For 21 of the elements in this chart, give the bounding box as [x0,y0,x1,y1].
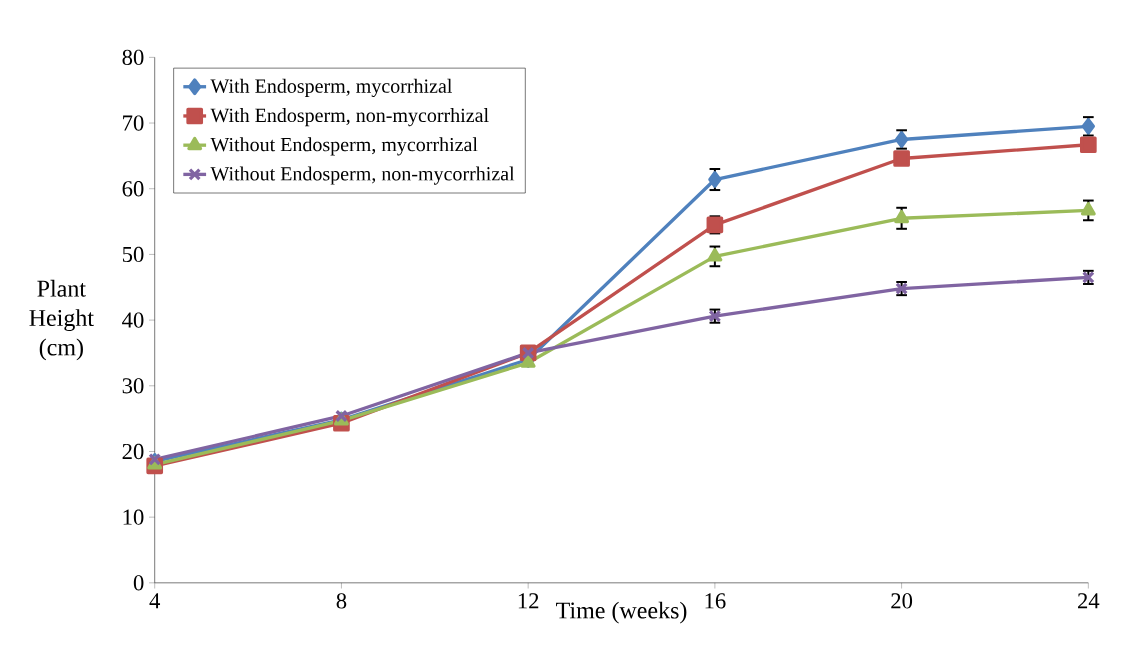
y-tick-label: 80 [122,49,144,66]
y-tick-label: 60 [122,181,144,197]
x-tick-label: 20 [891,593,913,609]
legend-label: Without Endosperm, mycorrhizal [210,137,478,156]
x-tick-label: 8 [336,593,347,609]
y-tick-label: 70 [123,115,144,131]
legend-label: With Endosperm, mycorrhizal [210,79,452,98]
x-axis-title: Time (weeks) [556,601,687,624]
x-tick-label: 4 [149,593,161,609]
y-tick-label: 10 [123,509,144,526]
y-tick-label: 0 [133,575,144,591]
x-tick-label: 12 [518,593,539,609]
y-tick-label: 40 [122,312,144,328]
y-axis-title: Plant Height (cm) [29,280,94,361]
legend-label: Without Endosperm, non-mycorrhizal [210,166,515,185]
x-tick-label: 16 [705,593,726,609]
legend-label: With Endosperm, non-mycorrhizal [210,108,489,127]
x-tick-label: 24 [1078,593,1100,609]
y-tick-label: 30 [122,378,144,394]
y-tick-label: 20 [122,444,144,460]
y-tick-label: 50 [122,247,144,263]
